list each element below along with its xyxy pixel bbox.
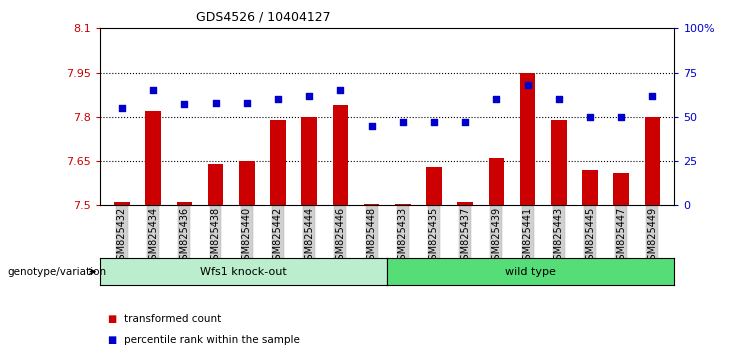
Bar (333, 105, 348, 205)
Bar (457, 202, 473, 205)
Point (147, 87, 159, 93)
Bar (364, 204, 379, 205)
Point (397, 119, 409, 125)
Point (303, 93, 315, 98)
Text: Wfs1 knock-out: Wfs1 knock-out (200, 267, 287, 277)
Point (334, 87, 346, 93)
Bar (114, 202, 130, 205)
Point (553, 96, 565, 102)
Point (615, 114, 627, 120)
Point (116, 105, 127, 111)
Text: ■: ■ (107, 335, 116, 345)
Bar (614, 173, 629, 205)
Point (272, 96, 284, 102)
Point (647, 93, 659, 98)
Point (522, 82, 534, 88)
Bar (270, 120, 286, 205)
Text: genotype/variation: genotype/variation (7, 267, 107, 277)
Bar (582, 170, 598, 205)
Bar (145, 111, 161, 205)
Bar (207, 164, 223, 205)
Text: GDS4526 / 10404127: GDS4526 / 10404127 (196, 11, 331, 24)
Point (179, 102, 190, 107)
Bar (426, 167, 442, 205)
Point (491, 96, 502, 102)
Bar (551, 120, 567, 205)
Text: wild type: wild type (505, 267, 556, 277)
Text: ■: ■ (107, 314, 116, 324)
Bar (395, 204, 411, 205)
Point (210, 100, 222, 105)
Point (241, 100, 253, 105)
Bar (488, 158, 504, 205)
Point (365, 123, 377, 129)
Text: transformed count: transformed count (124, 314, 221, 324)
Point (584, 114, 596, 120)
Point (459, 119, 471, 125)
Bar (176, 202, 192, 205)
Bar (520, 73, 536, 205)
Text: percentile rank within the sample: percentile rank within the sample (124, 335, 299, 345)
Bar (645, 117, 660, 205)
Bar (239, 161, 254, 205)
Bar (302, 117, 317, 205)
Point (428, 119, 440, 125)
